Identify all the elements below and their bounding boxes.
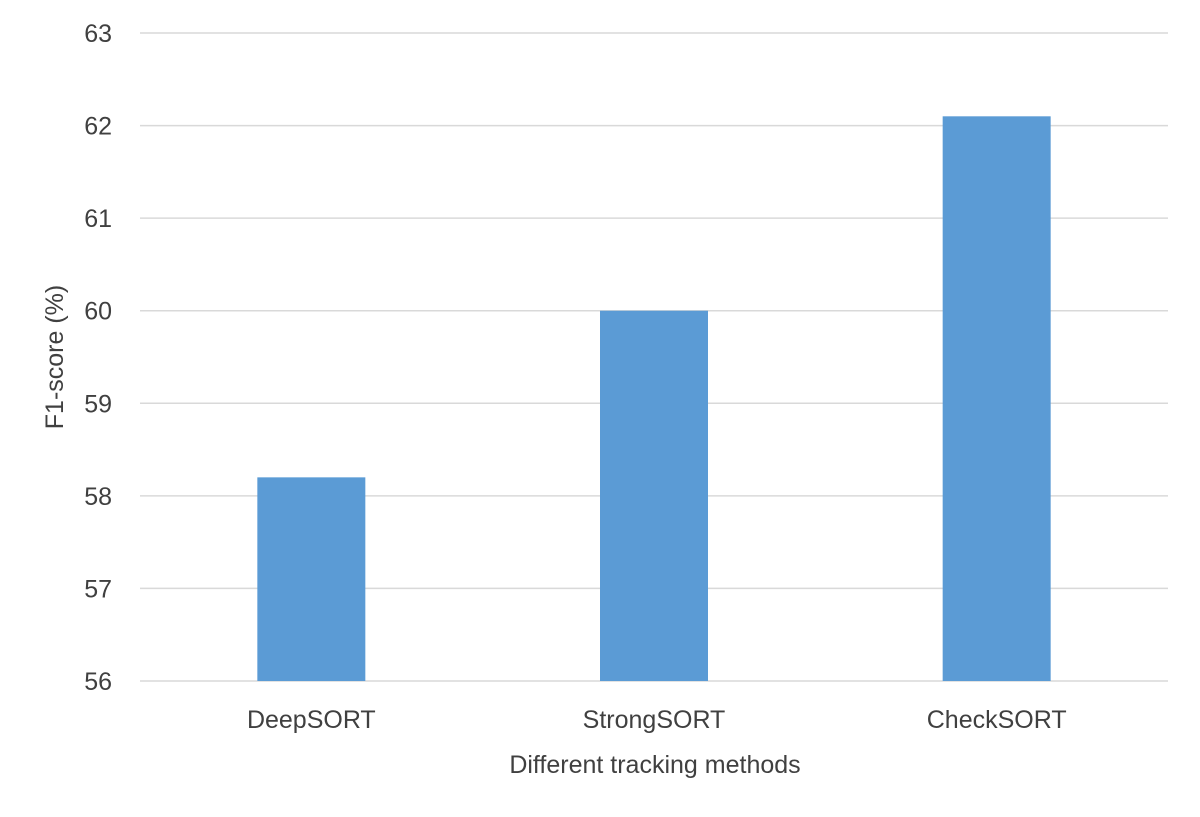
bar-deepsort xyxy=(257,477,366,681)
bar-checksort xyxy=(942,116,1051,682)
x-axis-title: Different tracking methods xyxy=(509,751,800,779)
y-axis-title: F1-score (%) xyxy=(41,285,69,429)
x-tick-label: CheckSORT xyxy=(927,706,1067,734)
y-tick-label: 62 xyxy=(84,113,112,141)
y-tick-label: 61 xyxy=(84,205,112,233)
bar-strongsort xyxy=(600,310,708,681)
y-tick-label: 58 xyxy=(84,483,112,511)
x-tick-label: DeepSORT xyxy=(247,706,376,734)
y-axis-ticks: 56 57 58 59 60 61 62 63 xyxy=(84,20,112,696)
bars xyxy=(257,116,1051,682)
x-tick-label: StrongSORT xyxy=(583,706,726,734)
y-tick-label: 59 xyxy=(84,390,112,418)
y-tick-label: 60 xyxy=(84,298,112,326)
y-tick-label: 57 xyxy=(84,575,112,603)
y-tick-label: 56 xyxy=(84,668,112,696)
x-axis-ticks: DeepSORT StrongSORT CheckSORT xyxy=(247,706,1067,734)
y-tick-label: 63 xyxy=(84,20,112,48)
